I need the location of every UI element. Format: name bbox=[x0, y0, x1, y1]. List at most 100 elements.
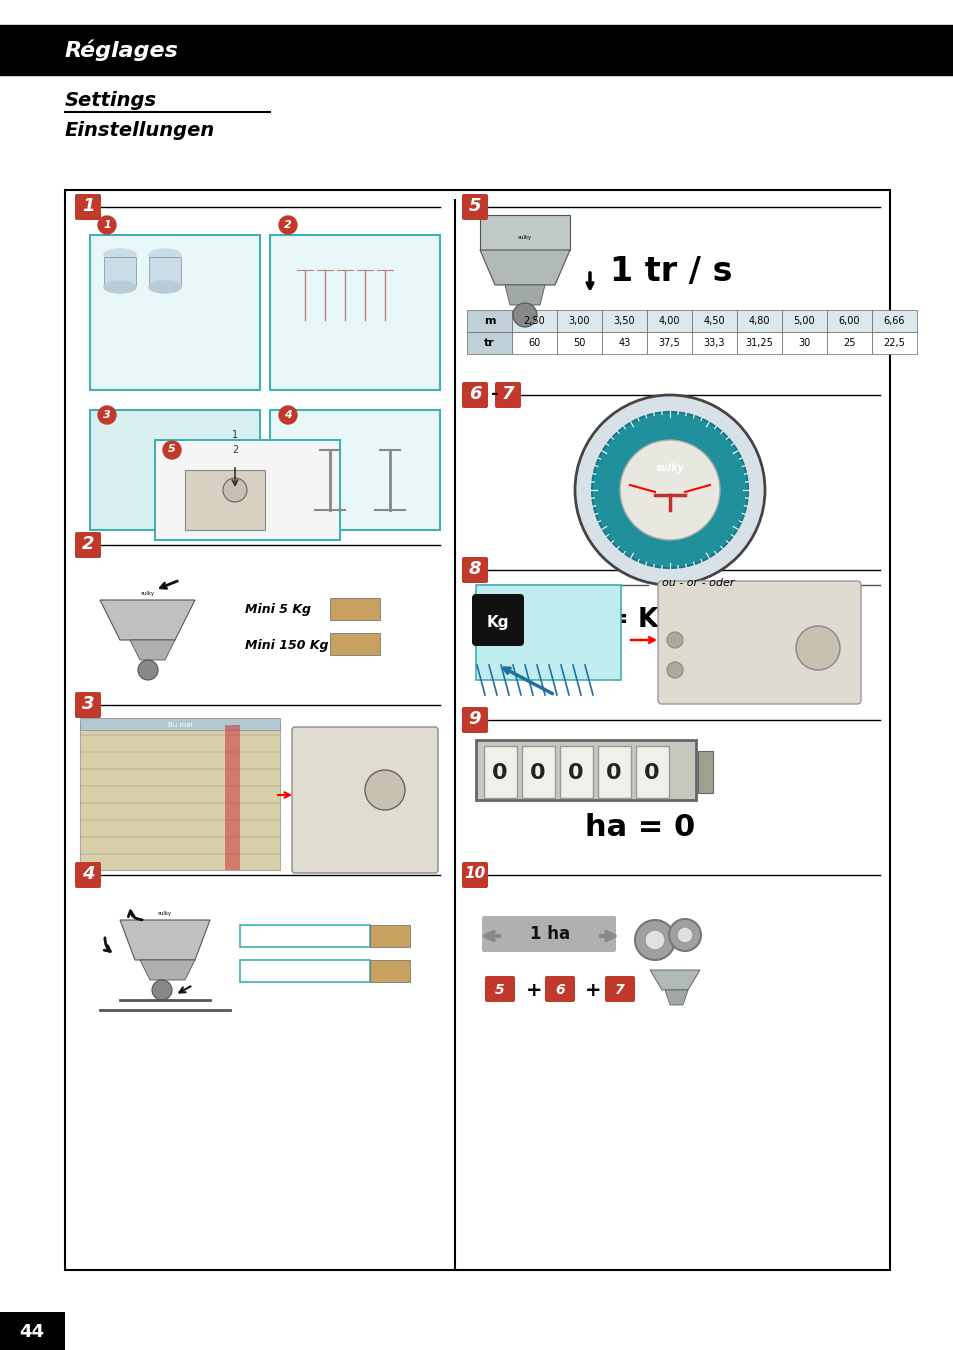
Bar bbox=[781, 332, 826, 354]
Bar bbox=[557, 332, 601, 354]
Text: 6,00: 6,00 bbox=[838, 316, 860, 325]
Bar bbox=[370, 925, 410, 946]
Text: Einstellungen: Einstellungen bbox=[65, 120, 215, 139]
Text: 8: 8 bbox=[468, 560, 480, 578]
Circle shape bbox=[575, 396, 764, 585]
Text: 2: 2 bbox=[82, 535, 94, 554]
Text: Kg: Kg bbox=[486, 614, 509, 629]
Bar bbox=[483, 747, 517, 798]
Text: sulky: sulky bbox=[141, 590, 155, 595]
Bar bbox=[0, 26, 953, 76]
Circle shape bbox=[666, 632, 682, 648]
Text: 0: 0 bbox=[605, 763, 621, 783]
FancyBboxPatch shape bbox=[604, 976, 635, 1002]
Circle shape bbox=[138, 660, 158, 680]
FancyBboxPatch shape bbox=[461, 863, 488, 888]
Bar bbox=[826, 310, 871, 332]
Text: 5: 5 bbox=[468, 197, 480, 215]
Text: 3: 3 bbox=[82, 695, 94, 713]
Ellipse shape bbox=[104, 281, 136, 293]
Bar bbox=[512, 332, 557, 354]
Text: 0: 0 bbox=[530, 763, 545, 783]
Bar bbox=[871, 310, 916, 332]
Text: 0: 0 bbox=[492, 763, 507, 783]
Bar bbox=[559, 747, 593, 798]
Bar bbox=[512, 310, 557, 332]
Text: 6,66: 6,66 bbox=[882, 316, 904, 325]
Circle shape bbox=[644, 930, 664, 950]
Text: +: + bbox=[584, 980, 600, 999]
Bar bbox=[270, 235, 439, 390]
Text: 2: 2 bbox=[284, 220, 292, 230]
FancyBboxPatch shape bbox=[658, 580, 861, 703]
Text: 44: 44 bbox=[19, 1323, 45, 1341]
Text: 9: 9 bbox=[468, 710, 480, 728]
FancyBboxPatch shape bbox=[75, 863, 101, 888]
Bar bbox=[370, 960, 410, 981]
Text: 4: 4 bbox=[284, 409, 292, 420]
Circle shape bbox=[223, 478, 247, 502]
Bar bbox=[240, 925, 370, 946]
Text: 50: 50 bbox=[573, 338, 585, 348]
Polygon shape bbox=[120, 919, 210, 960]
FancyBboxPatch shape bbox=[484, 976, 515, 1002]
Text: 4,00: 4,00 bbox=[659, 316, 679, 325]
Bar bbox=[598, 747, 630, 798]
Bar bbox=[557, 310, 601, 332]
Bar bbox=[871, 332, 916, 354]
Circle shape bbox=[635, 919, 675, 960]
Circle shape bbox=[795, 626, 840, 670]
Ellipse shape bbox=[149, 281, 181, 293]
Text: 3,50: 3,50 bbox=[613, 316, 635, 325]
Circle shape bbox=[513, 302, 537, 327]
Text: sulky: sulky bbox=[655, 463, 684, 472]
Circle shape bbox=[365, 769, 405, 810]
Ellipse shape bbox=[104, 248, 136, 261]
Text: 3,00: 3,00 bbox=[568, 316, 590, 325]
FancyBboxPatch shape bbox=[461, 707, 488, 733]
Text: 2: 2 bbox=[232, 446, 238, 455]
Text: 2,50: 2,50 bbox=[523, 316, 545, 325]
Text: 1 tr / s: 1 tr / s bbox=[609, 255, 732, 289]
Text: 0: 0 bbox=[568, 763, 583, 783]
Text: 1: 1 bbox=[82, 197, 94, 215]
FancyBboxPatch shape bbox=[75, 532, 101, 558]
Bar bbox=[225, 725, 240, 869]
Text: 4,50: 4,50 bbox=[703, 316, 724, 325]
Text: Réglages: Réglages bbox=[65, 39, 179, 61]
Text: Settings: Settings bbox=[65, 90, 157, 109]
FancyBboxPatch shape bbox=[481, 917, 616, 952]
Bar bbox=[90, 235, 260, 390]
Bar bbox=[646, 310, 691, 332]
Bar bbox=[149, 256, 181, 285]
Text: 5: 5 bbox=[495, 983, 504, 998]
Bar bbox=[636, 747, 668, 798]
Text: 1: 1 bbox=[232, 431, 238, 440]
Bar bbox=[330, 633, 379, 655]
Bar bbox=[826, 332, 871, 354]
Text: 30: 30 bbox=[798, 338, 810, 348]
Bar bbox=[80, 725, 280, 869]
Text: 22,5: 22,5 bbox=[882, 338, 904, 348]
Bar bbox=[698, 751, 712, 792]
Polygon shape bbox=[664, 990, 687, 1004]
Text: 43: 43 bbox=[618, 338, 630, 348]
FancyBboxPatch shape bbox=[544, 976, 575, 1002]
Text: 7: 7 bbox=[501, 385, 514, 404]
Text: 1 ha: 1 ha bbox=[529, 925, 570, 944]
Text: 25: 25 bbox=[842, 338, 855, 348]
Bar bbox=[0, 1312, 65, 1350]
Ellipse shape bbox=[149, 248, 181, 261]
Text: 4: 4 bbox=[82, 865, 94, 883]
Bar bbox=[476, 585, 620, 680]
Bar bbox=[737, 332, 781, 354]
FancyBboxPatch shape bbox=[75, 194, 101, 220]
Circle shape bbox=[668, 919, 700, 950]
Circle shape bbox=[98, 406, 116, 424]
Text: -: - bbox=[491, 385, 498, 404]
FancyBboxPatch shape bbox=[292, 728, 437, 873]
Circle shape bbox=[278, 216, 296, 234]
Text: Mini 5 Kg: Mini 5 Kg bbox=[245, 603, 311, 617]
Text: 60: 60 bbox=[528, 338, 540, 348]
Bar bbox=[646, 332, 691, 354]
